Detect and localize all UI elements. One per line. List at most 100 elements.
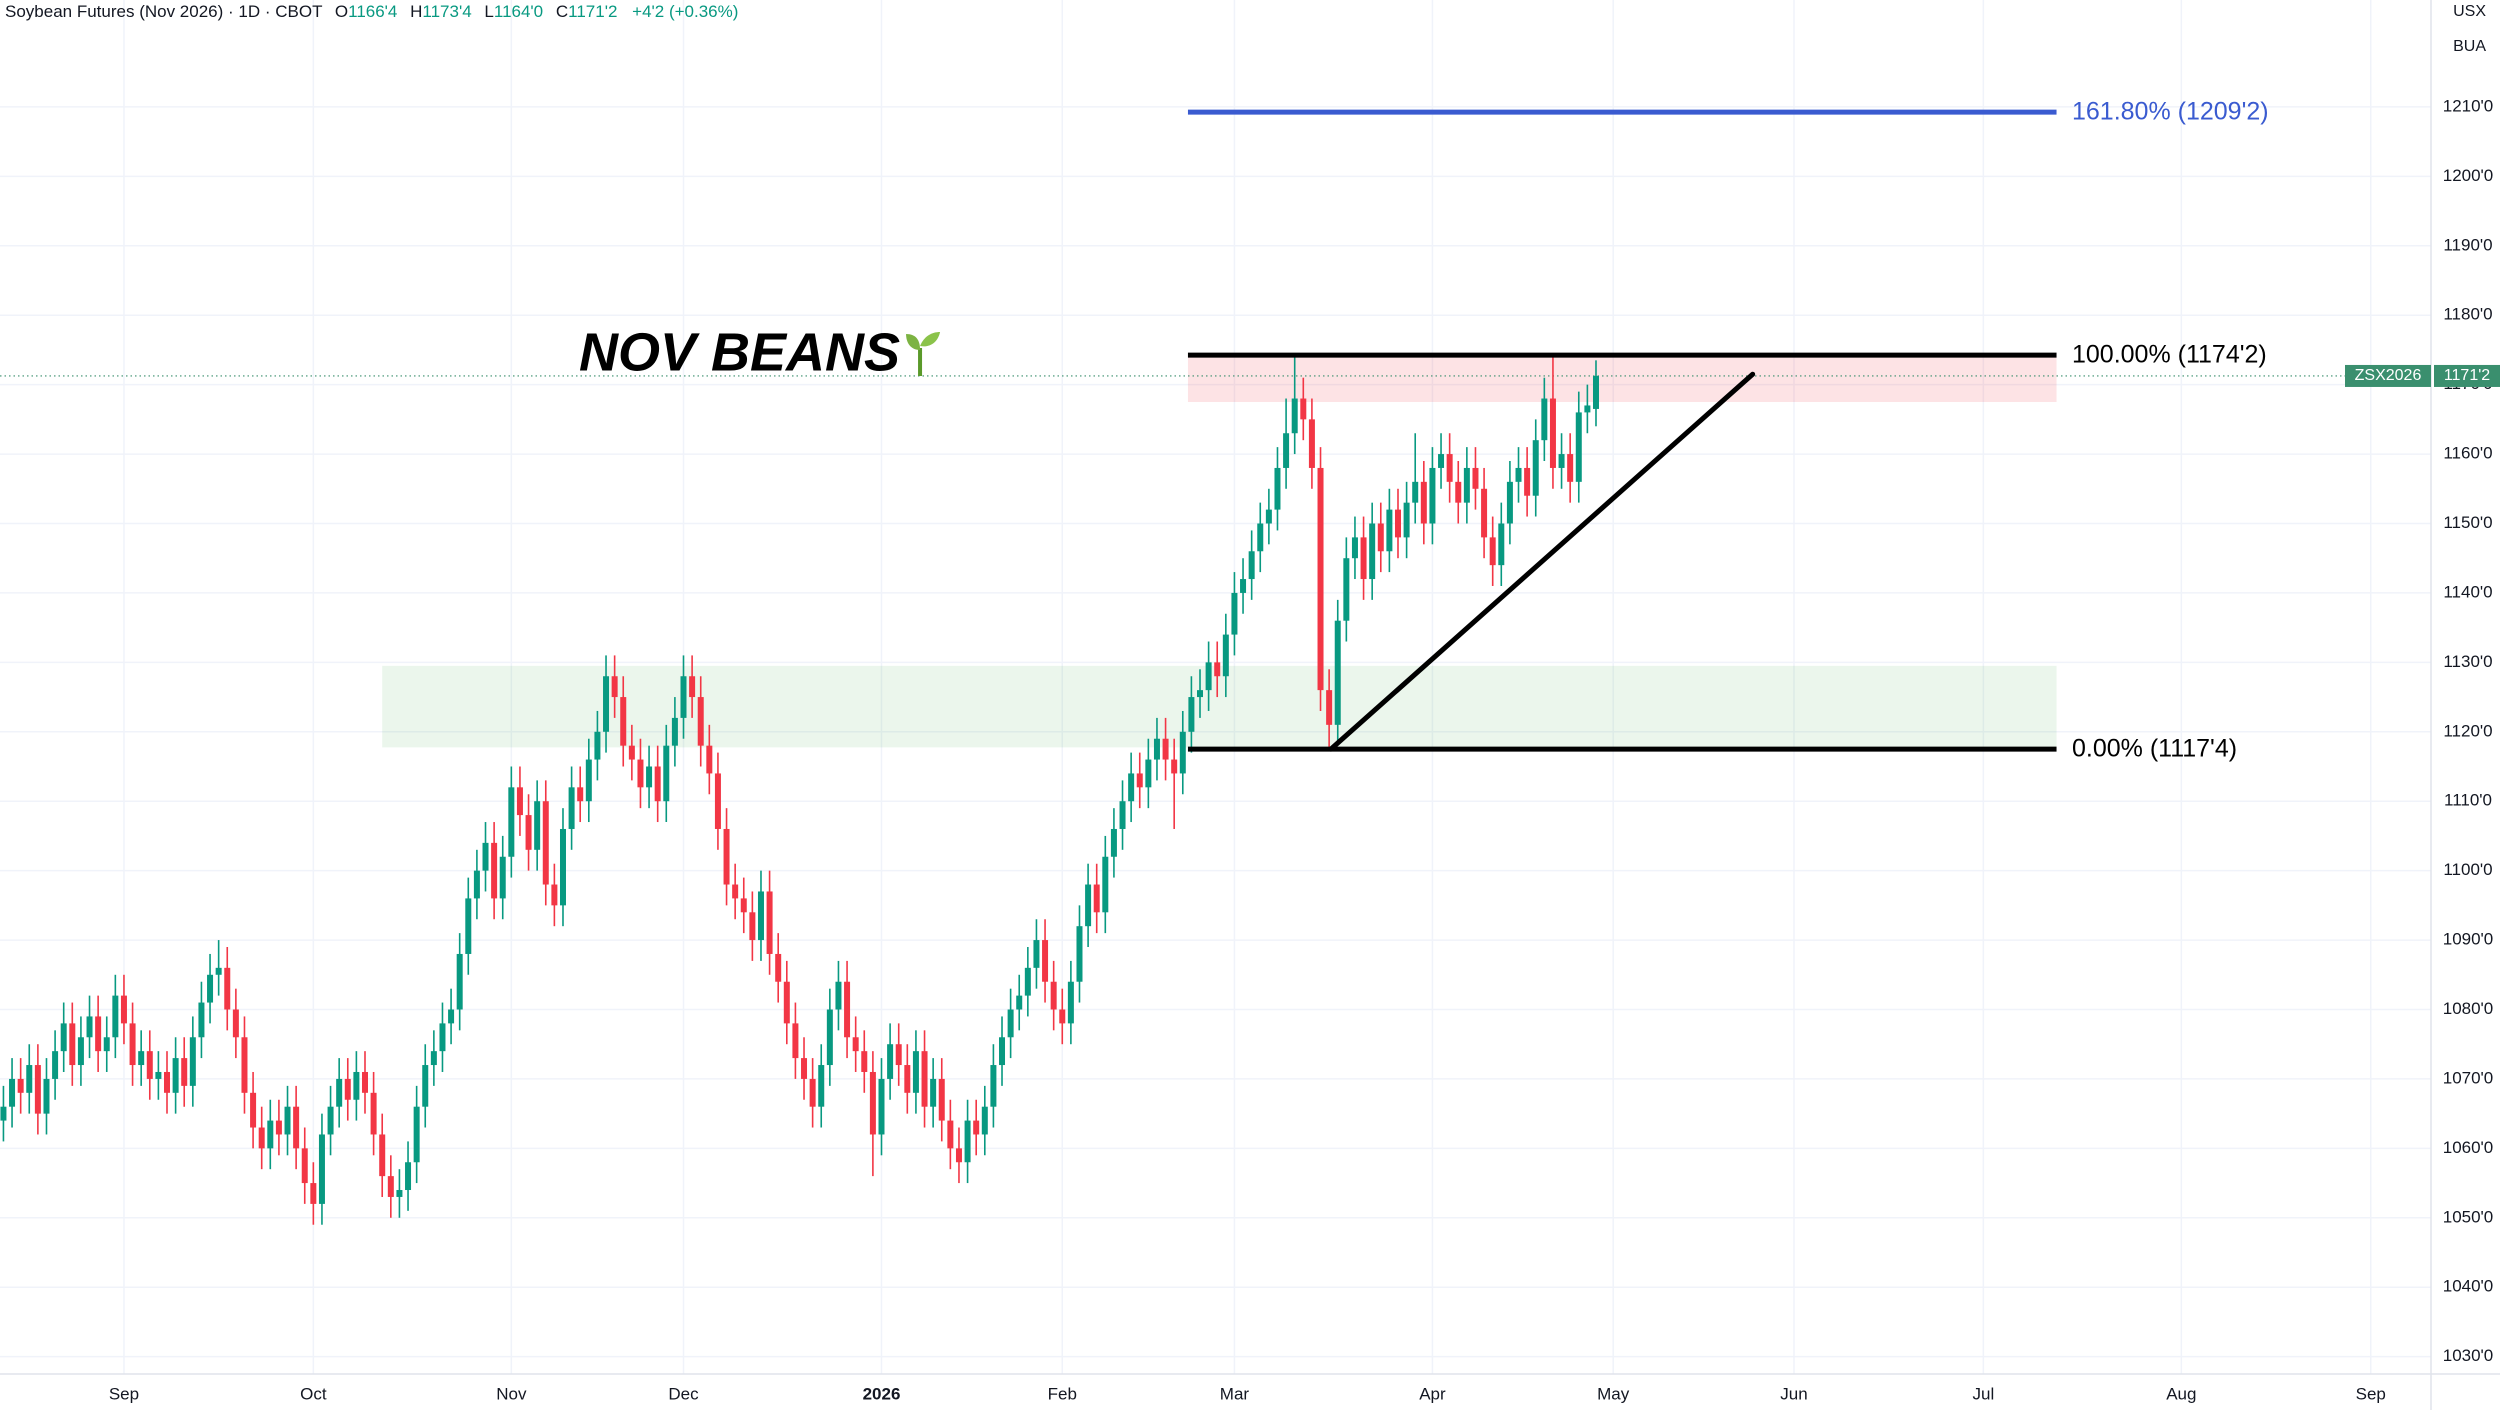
candle-body [723, 828, 730, 885]
candle-body [1515, 467, 1522, 482]
candle-body [207, 974, 214, 1003]
chart-title: NOV BEANS [579, 322, 900, 382]
candle-body [818, 1065, 825, 1107]
x-tick-label: Feb [1048, 1384, 1077, 1403]
ohlc-value: 1171'2 [568, 2, 618, 21]
candle-body [809, 1078, 816, 1107]
candle-body [1532, 440, 1539, 496]
x-tick-label: Sep [109, 1384, 139, 1403]
y-tick-label: 1150'0 [2443, 513, 2492, 532]
candle-body [792, 1023, 799, 1059]
candle-body [775, 953, 782, 982]
candle-body [1145, 759, 1152, 788]
candle-body [1231, 592, 1238, 635]
candle-body [310, 1183, 317, 1204]
candle-body [275, 1120, 282, 1135]
candle-body [999, 1037, 1006, 1066]
candle-body [654, 766, 661, 802]
candle-body [430, 1051, 437, 1066]
candle-body [1541, 398, 1548, 441]
candle-body [904, 1065, 911, 1093]
candle-body [1351, 537, 1358, 559]
candle-body [387, 1176, 394, 1197]
candle-body [1188, 697, 1195, 732]
candle-body [379, 1134, 386, 1177]
unit: BUA [2453, 38, 2486, 55]
price-tag-label: 1171'2 [2444, 367, 2490, 384]
candle-body [473, 870, 480, 899]
candle-body [559, 828, 566, 906]
candle-body [215, 967, 222, 975]
candle-body [646, 766, 653, 788]
candle-body [1222, 634, 1229, 677]
candle-body [258, 1127, 265, 1149]
candle-body [448, 1009, 455, 1024]
candle-body [1438, 454, 1445, 468]
candle-body [887, 1044, 894, 1079]
y-tick-label: 1050'0 [2443, 1207, 2494, 1226]
candle-body [172, 1058, 179, 1093]
candle-body [198, 1002, 205, 1038]
candle-body [52, 1051, 59, 1079]
candle-body [1136, 773, 1143, 788]
candle-body [138, 1051, 145, 1066]
candle-body [353, 1071, 360, 1100]
candle-body [1463, 467, 1470, 503]
candle-body [912, 1051, 919, 1093]
symbol-tag [2345, 364, 2431, 387]
candle-body [43, 1078, 50, 1114]
candle-body [568, 787, 575, 829]
candle-body [534, 801, 541, 850]
candle-body [1575, 412, 1582, 482]
x-tick-label: Mar [1220, 1384, 1250, 1403]
candle-body [1024, 967, 1031, 996]
candle-body [1067, 981, 1074, 1024]
candle-body [1592, 375, 1599, 409]
candle-body [120, 995, 127, 1024]
candle-body [1197, 690, 1204, 698]
candle-body [697, 697, 704, 746]
y-tick-label: 1040'0 [2443, 1277, 2494, 1296]
candle-body [1567, 454, 1574, 482]
candle-body [1257, 523, 1264, 552]
symbol: Soybean Futures (Nov 2026) · 1D · CBOT [5, 2, 323, 21]
candle-body [766, 891, 773, 954]
x-tick-label: Jul [1972, 1384, 1994, 1403]
candle-body [1042, 940, 1049, 982]
candle-body [60, 1023, 67, 1052]
candle-body [482, 842, 489, 871]
candle-body [1016, 995, 1023, 1010]
currency: USX [2453, 3, 2486, 20]
candle-body [1085, 884, 1092, 927]
sprout-leaf [906, 334, 921, 350]
candle-body [1179, 731, 1186, 774]
x-tick-label: Jun [1780, 1384, 1807, 1403]
ohlc-key: H [410, 2, 423, 21]
ohlc-key: O [334, 2, 349, 21]
candle-body [1489, 537, 1496, 566]
fib-label: 100.00% (1174'2) [2072, 341, 2267, 369]
ohlc-value: 1164'0 [493, 2, 544, 21]
candle-body [17, 1078, 24, 1093]
candle-body [1308, 419, 1315, 468]
candle-body [34, 1065, 41, 1114]
candle-body [1386, 509, 1393, 552]
candle-body [1153, 738, 1160, 760]
candle-body [267, 1120, 274, 1149]
candle-body [1205, 662, 1212, 691]
candle-body [1300, 398, 1307, 420]
candle-body [1584, 405, 1591, 413]
candle-body [947, 1120, 954, 1149]
candle-body [499, 856, 506, 899]
candle-body [86, 1016, 93, 1038]
candle-body [1050, 981, 1057, 1010]
candle-body [405, 1162, 412, 1191]
candle-body [1403, 502, 1410, 538]
candle-body [284, 1106, 291, 1135]
change: +4'2 (+0.36%) [632, 2, 739, 21]
candle-body [69, 1023, 76, 1066]
x-tick-label: Oct [300, 1384, 327, 1403]
candle-body [1076, 926, 1083, 982]
ohlc-key: L [484, 2, 494, 21]
